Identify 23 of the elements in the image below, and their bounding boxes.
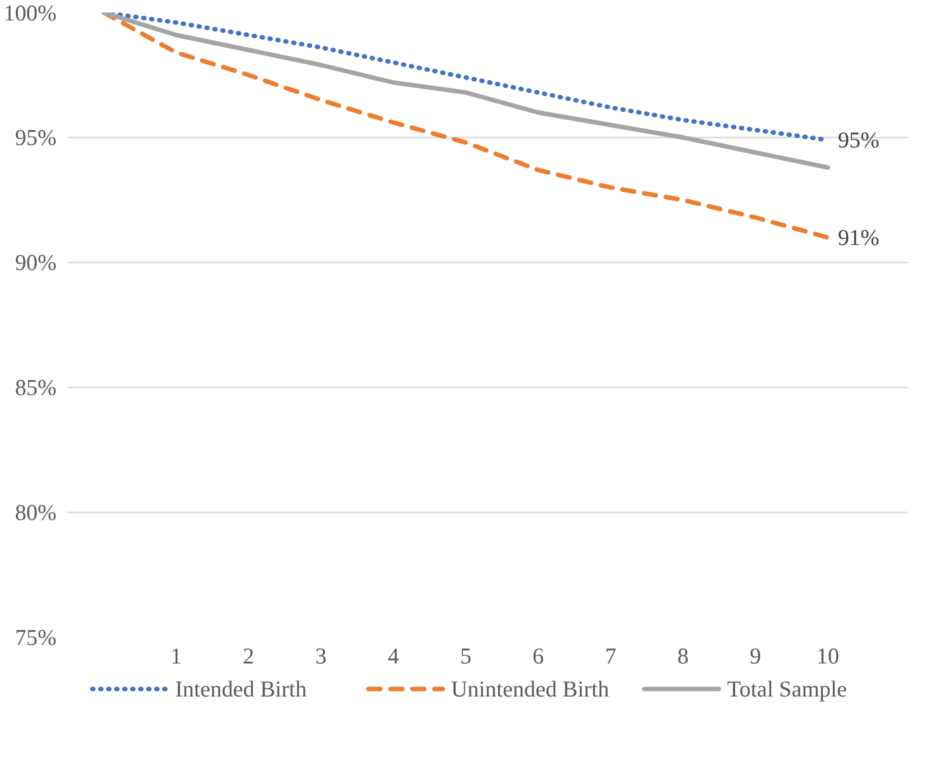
- data-label: 95%: [838, 128, 880, 152]
- legend-label: Total Sample: [727, 676, 847, 702]
- x-tick-label: 5: [460, 644, 472, 668]
- x-tick-label: 2: [242, 644, 254, 668]
- x-tick-label: 7: [604, 644, 616, 668]
- legend-label: Intended Birth: [175, 676, 308, 702]
- x-tick-label: 6: [532, 644, 544, 668]
- y-tick-label: 75%: [14, 625, 57, 650]
- line-series: [101, 12, 830, 170]
- y-tick-label: 95%: [14, 125, 57, 150]
- x-tick-label: 10: [816, 644, 840, 668]
- y-tick-label: 80%: [14, 500, 57, 525]
- y-tick-label: 85%: [14, 375, 57, 400]
- legend-label: Unintended Birth: [451, 676, 610, 702]
- x-tick-label: 9: [750, 644, 762, 668]
- x-tick-label: 4: [388, 644, 400, 668]
- line-series: [101, 12, 830, 240]
- x-tick-label: 1: [170, 644, 182, 668]
- x-tick-label: 3: [315, 644, 327, 668]
- y-tick-label: 90%: [14, 250, 57, 275]
- x-tick-label: 8: [677, 644, 689, 668]
- data-label: 91%: [838, 225, 880, 250]
- y-tick-label: 100%: [4, 0, 57, 26]
